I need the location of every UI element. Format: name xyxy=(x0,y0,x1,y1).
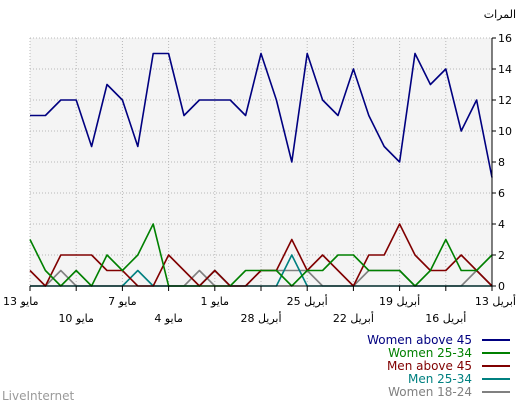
x-tick-label: 19 أبريل xyxy=(379,294,420,308)
x-tick-label: 4 مايو xyxy=(154,312,183,325)
x-tick-label: 10 مايو xyxy=(58,312,94,325)
y-tick-label: 10 xyxy=(498,125,512,138)
y-tick-label: 8 xyxy=(498,156,505,169)
series-line-women-above-45 xyxy=(30,52,493,178)
x-tick-label: 1 مايو xyxy=(201,295,230,308)
legend-entry-label: Women 18-24 xyxy=(388,385,472,399)
x-tick-label: 7 مايو xyxy=(108,295,137,308)
y-tick-label: 6 xyxy=(498,187,505,200)
y-tick-label: 4 xyxy=(498,218,505,231)
legend-entry-label: Women 25-34 xyxy=(388,346,472,360)
y-tick-label: 0 xyxy=(498,280,505,293)
y-tick-label: 16 xyxy=(498,32,512,45)
legend-entry-label: Women above 45 xyxy=(367,333,472,347)
y-tick-label: 14 xyxy=(498,63,512,76)
y-tick-label: 12 xyxy=(498,94,512,107)
x-tick-label: 13 مايو xyxy=(3,295,39,308)
y-axis-title: المرات xyxy=(484,8,516,21)
y-tick-labels: 0 2 4 6 8 10 12 14 16 xyxy=(492,32,512,293)
y-tick-label: 2 xyxy=(498,249,505,262)
legend-entry-label: Men above 45 xyxy=(387,359,472,373)
x-tick-labels: 13 أبريل 16 أبريل 19 أبريل 22 أبريل 25 أبريل… xyxy=(3,286,516,325)
x-tick-label: 25 أبريل xyxy=(287,294,328,308)
x-tick-label: 28 أبريل xyxy=(240,311,281,325)
legend-entry-label: Men 25-34 xyxy=(408,372,472,386)
x-tick-label: 22 أبريل xyxy=(333,311,374,325)
x-tick-label: 13 أبريل xyxy=(475,294,516,308)
x-tick-label: 16 أبريل xyxy=(425,311,466,325)
watermark-text: LiveInternet xyxy=(2,389,74,403)
